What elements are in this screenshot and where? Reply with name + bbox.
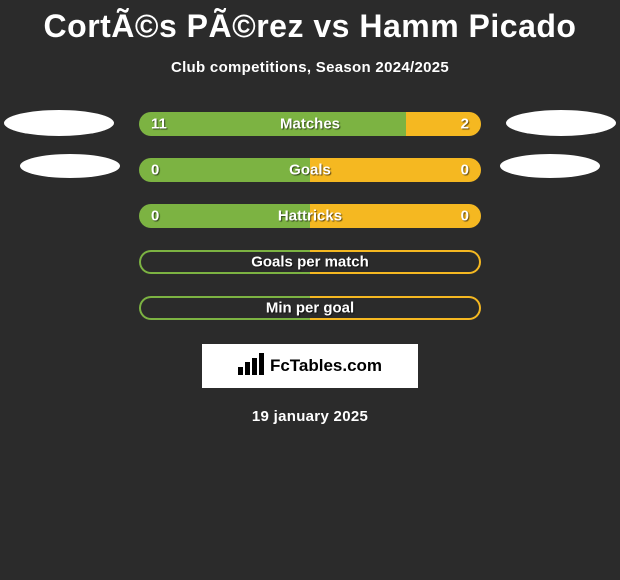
left-value: 0 <box>151 208 159 225</box>
right-value: 0 <box>461 208 469 225</box>
right-value: 0 <box>461 162 469 179</box>
left-fill <box>139 112 406 136</box>
right-value: 2 <box>461 116 469 133</box>
left-value: 11 <box>151 116 167 133</box>
stat-label: Min per goal <box>141 300 479 317</box>
left-fill <box>139 158 310 182</box>
stat-row: 112Matches <box>139 112 481 136</box>
stat-row: 00Hattricks <box>139 204 481 228</box>
right-fill <box>406 112 481 136</box>
bar-chart-icon <box>238 353 264 380</box>
page-title: CortÃ©s PÃ©rez vs Hamm Picado <box>0 0 620 45</box>
attribution-badge: FcTables.com <box>202 344 418 388</box>
right-fill <box>310 204 481 228</box>
stat-label: Goals per match <box>141 254 479 271</box>
player-left-avatar-bottom <box>20 154 120 178</box>
comparison-stage: 112Matches00Goals00HattricksGoals per ma… <box>0 112 620 320</box>
stat-row: Goals per match <box>139 250 481 274</box>
stat-row: 00Goals <box>139 158 481 182</box>
player-left-avatar-top <box>4 110 114 136</box>
player-right-avatar-top <box>506 110 616 136</box>
left-fill <box>139 204 310 228</box>
date-label: 19 january 2025 <box>0 408 620 425</box>
stat-rows: 112Matches00Goals00HattricksGoals per ma… <box>139 112 481 320</box>
player-right-avatar-bottom <box>500 154 600 178</box>
subtitle: Club competitions, Season 2024/2025 <box>0 59 620 76</box>
stat-row: Min per goal <box>139 296 481 320</box>
left-value: 0 <box>151 162 159 179</box>
right-fill <box>310 158 481 182</box>
attribution-text: FcTables.com <box>270 356 382 376</box>
